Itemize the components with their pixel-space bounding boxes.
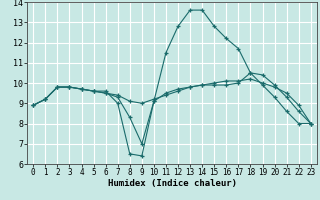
X-axis label: Humidex (Indice chaleur): Humidex (Indice chaleur) [108,179,236,188]
